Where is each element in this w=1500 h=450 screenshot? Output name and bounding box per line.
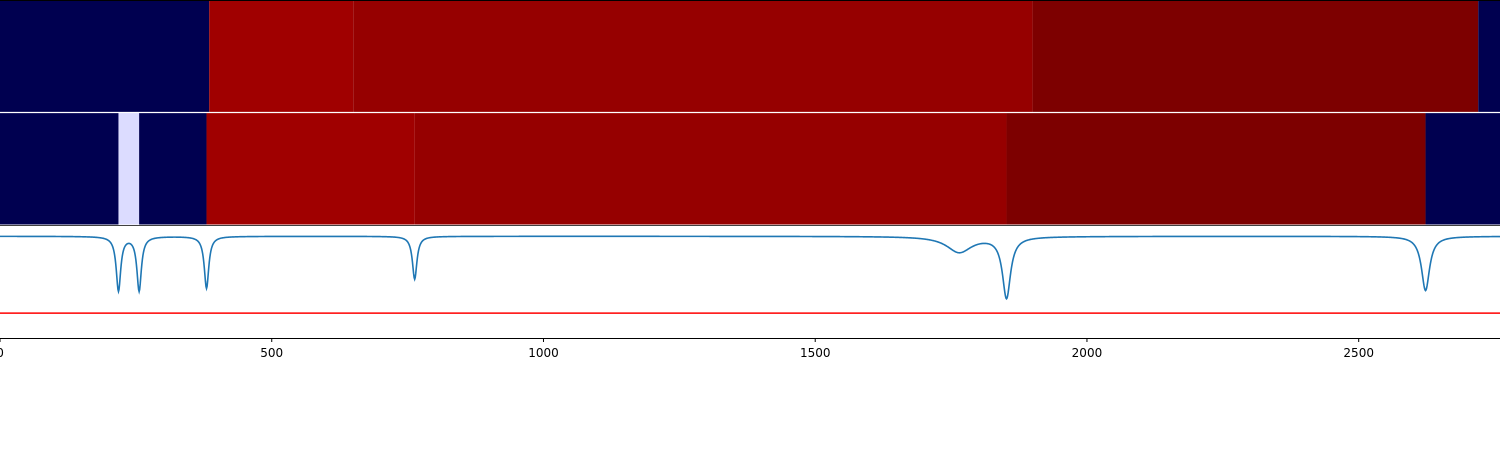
heatmap-cell-r1-s4 <box>1032 1 1479 113</box>
heatmap-cell-r2-s5 <box>414 113 1007 225</box>
heatmap-row-2 <box>0 113 1500 225</box>
heatmap-cell-r2-s3 <box>139 113 207 225</box>
heatmap-cell-r2-s7 <box>1425 113 1500 225</box>
heatmap-cell-r2-s2 <box>118 113 140 225</box>
heatmap-cell-r2-s1 <box>0 113 119 225</box>
series-line <box>0 235 1500 301</box>
x-tick-label-1500: 1500 <box>800 346 831 360</box>
heatmap-cell-r2-s6 <box>1006 113 1426 225</box>
x-tick-label-2000: 2000 <box>1072 346 1103 360</box>
heatmap-cell-r1-s5 <box>1478 1 1500 113</box>
line-panel-background <box>0 225 1500 338</box>
line-panel <box>0 225 1500 339</box>
x-tick-label-500: 500 <box>260 346 283 360</box>
x-tick-label-2500: 2500 <box>1343 346 1374 360</box>
heatmap-cell-r2-s4 <box>206 113 415 225</box>
heatmap-cell-r1-s2 <box>209 1 354 113</box>
x-axis: 0 500 1000 1500 2000 2500 <box>0 338 1374 360</box>
heatmap-cell-r1-s1 <box>0 1 210 113</box>
x-tick-label-0: 0 <box>0 346 4 360</box>
x-tick-label-1000: 1000 <box>528 346 559 360</box>
heatmap-panels <box>0 0 1500 225</box>
heatmap-row-1 <box>0 1 1500 113</box>
heatmap-cell-r1-s3 <box>353 1 1033 113</box>
